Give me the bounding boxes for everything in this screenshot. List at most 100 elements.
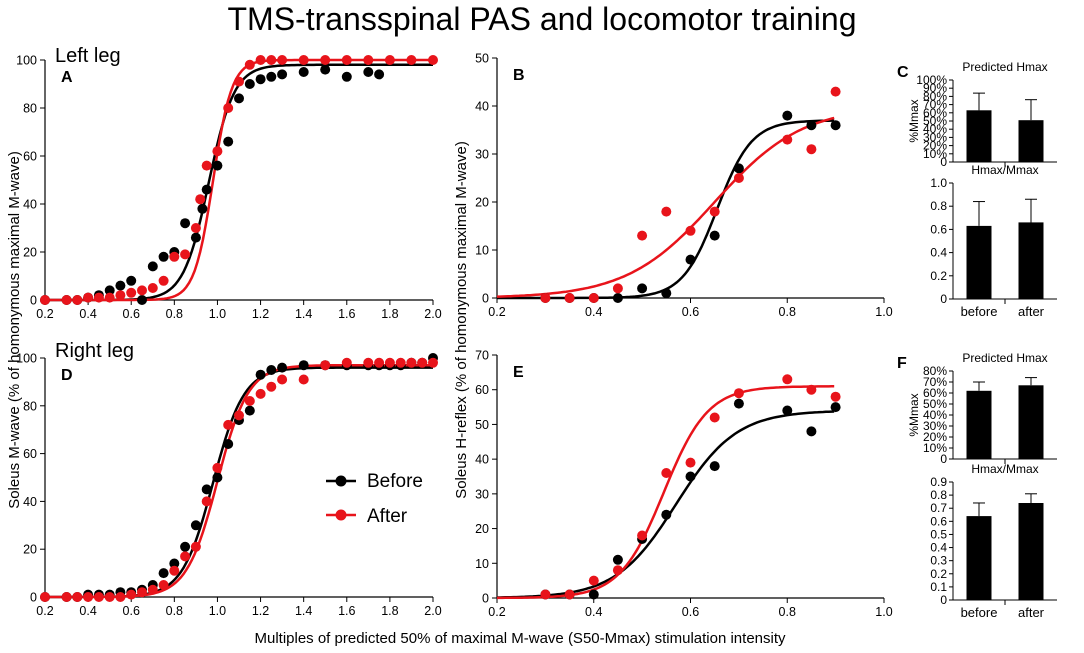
panel-c-bottom-y-tick-label: 0.8 bbox=[930, 199, 947, 213]
panel-d-point-after bbox=[244, 396, 255, 406]
panel-d-point-after bbox=[406, 357, 417, 368]
panel-d-point-after bbox=[277, 374, 288, 385]
panel-b-point-before bbox=[612, 293, 623, 303]
panel-a-point-before bbox=[255, 74, 266, 85]
panel-b-point-before bbox=[661, 288, 672, 299]
panel-a-point-before bbox=[197, 203, 208, 214]
panel-d-point-after bbox=[93, 592, 104, 602]
panel-e-point-after bbox=[661, 468, 672, 478]
panel-a-x-tick-label: 0.4 bbox=[79, 307, 96, 321]
panel-e-x-tick-label: 0.6 bbox=[682, 605, 699, 619]
panel-b-point-after bbox=[564, 293, 575, 303]
panel-a-point-after bbox=[266, 55, 277, 65]
panel-d-point-after bbox=[126, 589, 137, 600]
panel-b-point-after bbox=[588, 293, 599, 303]
panel-b-point-after bbox=[806, 144, 817, 155]
panel-a-x-tick-label: 0.8 bbox=[166, 307, 183, 321]
panel-b-y-tick-label: 10 bbox=[475, 244, 489, 258]
panel-b-y-tick-label: 30 bbox=[475, 148, 489, 162]
panel-f-top-y-tick-label: 50% bbox=[923, 397, 947, 411]
legend-after-marker bbox=[335, 509, 347, 521]
panel-d-point-after bbox=[40, 592, 50, 602]
panel-d-point-after bbox=[158, 580, 169, 590]
panel-d-point-before bbox=[255, 369, 266, 380]
panel-a-point-before bbox=[126, 275, 137, 286]
panel-f-top-y-tick-label: 70% bbox=[923, 375, 947, 389]
panel-c-top-bar-after bbox=[1018, 120, 1044, 162]
panel-a-y-tick-label: 80 bbox=[23, 102, 37, 116]
panel-c-top-title: Predicted Hmax bbox=[962, 60, 1047, 74]
panel-e-label: E bbox=[513, 364, 524, 381]
panel-a-point-before bbox=[244, 79, 255, 89]
panel-e-fit-curve-after bbox=[497, 385, 835, 600]
panel-f-top-y-tick-label: 80% bbox=[923, 364, 947, 378]
panel-a-x-tick-label: 1.8 bbox=[381, 307, 398, 321]
legend-before-label: Before bbox=[367, 471, 423, 492]
panel-a-y-tick-label: 100 bbox=[16, 54, 37, 68]
panel-d-y-tick-label: 80 bbox=[23, 399, 37, 413]
panel-a-point-after bbox=[212, 146, 223, 157]
panel-a-point-after bbox=[298, 55, 309, 65]
panel-b-label: B bbox=[513, 67, 525, 84]
panel-e-point-after bbox=[733, 388, 744, 399]
panel-e-x-tick-label: 0.4 bbox=[585, 605, 602, 619]
panel-d-point-after bbox=[180, 551, 191, 562]
panel-a-point-after bbox=[244, 59, 255, 70]
panel-d-x-tick-label: 1.8 bbox=[381, 604, 398, 618]
figure-title: TMS-transspinal PAS and locomotor traini… bbox=[227, 1, 856, 37]
panel-a-x-tick-label: 0.6 bbox=[123, 307, 140, 321]
panel-b-point-after bbox=[637, 230, 648, 241]
x-axis-label-common: Multiples of predicted 50% of maximal M-… bbox=[254, 630, 786, 647]
panel-c-bottom-x-tick-label-after: after bbox=[1018, 304, 1045, 319]
panel-e-y-tick-label: 0 bbox=[482, 592, 489, 606]
panel-b-point-before bbox=[685, 254, 696, 265]
panel-c-top-y-tick-label: 50% bbox=[923, 114, 947, 128]
panel-d-x-tick-label: 1.4 bbox=[295, 604, 312, 618]
panel-e-y-tick-label: 10 bbox=[475, 557, 489, 571]
panel-d-x-tick-label: 0.6 bbox=[123, 604, 140, 618]
panel-a-point-after bbox=[201, 160, 212, 171]
panel-b-point-after bbox=[830, 86, 841, 97]
panel-e-y-tick-label: 70 bbox=[475, 349, 489, 363]
panel-e-point-before bbox=[733, 398, 744, 409]
panel-a-point-before bbox=[266, 71, 277, 82]
panel-a-x-tick-label: 0.2 bbox=[36, 307, 53, 321]
panel-f-top-y-tick-label: 30% bbox=[923, 419, 947, 433]
panel-a-point-before bbox=[115, 280, 126, 291]
panel-a-point-after bbox=[234, 76, 244, 87]
panel-a-point-after bbox=[384, 55, 395, 65]
panel-a-point-before bbox=[180, 218, 191, 229]
panel-f-bottom-y-tick-label: 0.4 bbox=[930, 541, 947, 555]
panel-b-x-tick-label: 0.2 bbox=[488, 305, 505, 319]
panel-a-point-after bbox=[137, 285, 147, 296]
panel-d-point-before bbox=[266, 365, 277, 375]
panel-b-point-after bbox=[709, 206, 720, 217]
panel-d-point-after bbox=[395, 357, 406, 368]
panel-e-point-after bbox=[806, 384, 817, 395]
panel-f-top-title: Predicted Hmax bbox=[962, 351, 1047, 365]
row-label-right: Right leg bbox=[55, 340, 134, 362]
panel-e-point-after bbox=[588, 575, 599, 586]
panel-e-y-tick-label: 50 bbox=[475, 418, 489, 432]
panel-a-point-before bbox=[212, 160, 223, 171]
panel-f-top-y-tick-label: 60% bbox=[923, 386, 947, 400]
panel-a-point-before bbox=[277, 69, 288, 80]
panel-c-top-y-tick-label: 40% bbox=[923, 122, 947, 136]
panel-a-x-tick-label: 2.0 bbox=[424, 307, 441, 321]
panel-a-point-after bbox=[61, 295, 72, 305]
panel-c-top-y-tick-label: 30% bbox=[923, 130, 947, 144]
panel-b-fit-curve-after bbox=[497, 116, 835, 298]
panel-b-x-tick-label: 0.4 bbox=[585, 305, 602, 319]
panel-c-bottom-x-tick-label-before: before bbox=[961, 304, 998, 319]
row-label-left: Left leg bbox=[55, 45, 121, 67]
panel-a-point-after bbox=[255, 55, 266, 65]
panel-a-y-tick-label: 20 bbox=[23, 246, 37, 260]
panel-d-point-after bbox=[255, 388, 266, 399]
panel-f-bottom-y-tick-label: 0.5 bbox=[930, 527, 947, 541]
panel-c-bottom-title: Hmax/Mmax bbox=[971, 163, 1038, 177]
panel-f-bottom-x-tick-label-after: after bbox=[1018, 605, 1045, 620]
panel-d-point-after bbox=[104, 592, 115, 602]
panel-c-top-y-tick-label: 70% bbox=[923, 98, 947, 112]
panel-e-y-tick-label: 30 bbox=[475, 487, 489, 501]
panel-a-point-after bbox=[428, 55, 438, 65]
